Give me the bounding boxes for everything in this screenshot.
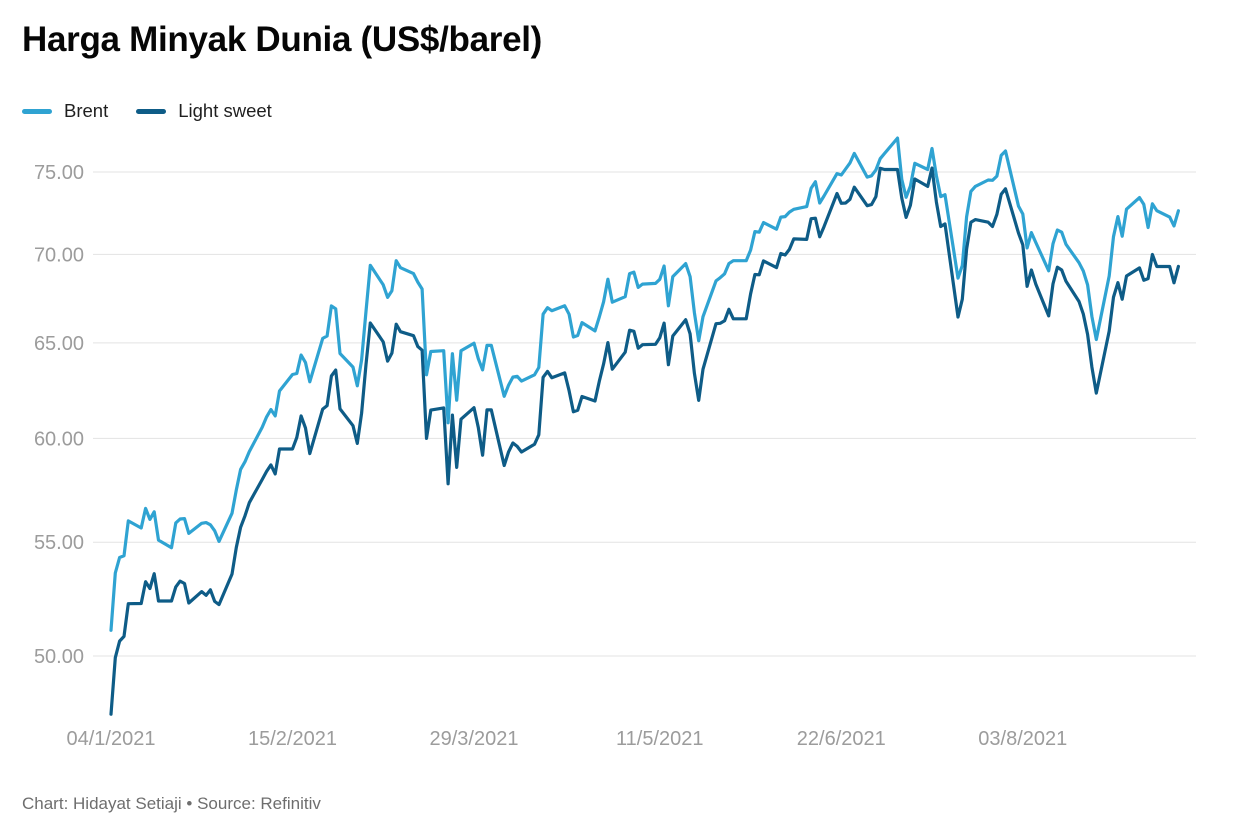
x-axis-tick-label: 03/8/2021 — [978, 728, 1067, 750]
y-axis-tick-label: 60.00 — [34, 428, 84, 450]
x-axis-tick-label: 04/1/2021 — [67, 728, 156, 750]
y-axis-tick-label: 50.00 — [34, 646, 84, 668]
legend-swatch-icon — [22, 108, 52, 114]
legend-item-label: Light sweet — [178, 100, 272, 121]
chart-title: Harga Minyak Dunia (US$/barel) — [22, 20, 543, 59]
y-axis-tick-label: 65.00 — [34, 333, 84, 355]
x-axis-tick-label: 29/3/2021 — [429, 728, 518, 750]
series-line-light-sweet — [109, 166, 1181, 716]
y-axis-tick-label: 75.00 — [34, 162, 84, 184]
y-axis-tick-label: 55.00 — [34, 532, 84, 554]
chart-attribution: Chart: Hidayat Setiaji • Source: Refinit… — [22, 794, 321, 813]
legend-item-label: Brent — [64, 100, 109, 121]
series-line-brent — [109, 136, 1181, 632]
legend-item-brent: Brent — [22, 100, 108, 122]
legend-item-light-sweet: Light sweet — [136, 100, 272, 122]
x-axis-tick-label: 11/5/2021 — [616, 728, 704, 750]
x-axis-tick-label: 15/2/2021 — [248, 728, 337, 750]
y-axis-tick-label: 70.00 — [34, 244, 84, 266]
legend-swatch-icon — [136, 108, 167, 114]
x-axis-tick-label: 22/6/2021 — [797, 728, 886, 750]
chart-legend: Brent Light sweet — [22, 100, 272, 122]
